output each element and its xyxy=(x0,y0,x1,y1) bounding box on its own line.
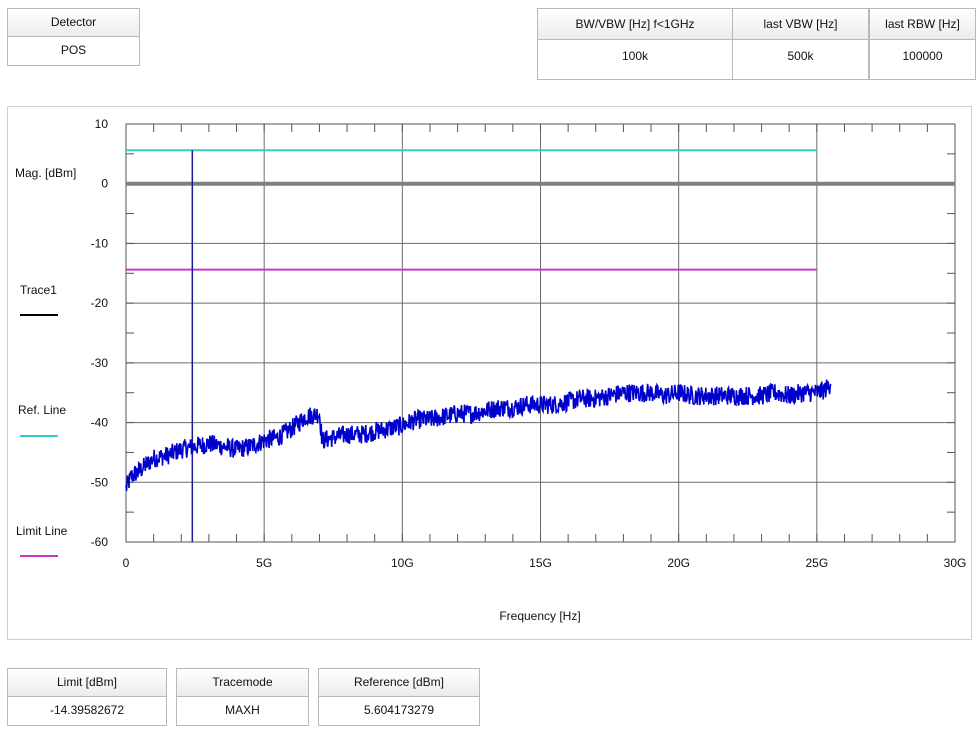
x-tick-label: 20G xyxy=(667,556,690,570)
x-tick-label: 30G xyxy=(944,556,967,570)
bw-vbw-value: 100k xyxy=(621,49,649,63)
axis-labels-layer: Mag. [dBm] Frequency [Hz] xyxy=(15,166,581,623)
legend: Trace1 Ref. Line Limit Line xyxy=(16,283,68,557)
y-tick-label: 0 xyxy=(101,177,108,191)
y-tick-label: -40 xyxy=(91,416,109,430)
last-rbw-panel: last RBW [Hz] 100000 xyxy=(869,8,976,80)
chart-frame: 0 5G 10G 15G 20G 25G 30G 10 0 -10 -20 -30 -40 -50 -60 … xyxy=(7,106,972,640)
tracemode-panel: Tracemode MAXH xyxy=(176,668,309,726)
spectrum-chart: 0 5G 10G 15G 20G 25G 30G100-10-20-30-40-50-60 … xyxy=(15,117,967,623)
y-tick-label: -10 xyxy=(91,236,109,250)
ticks-layer: 0 5G 10G 15G 20G 25G 30G 10 0 -10 -20 -30 -40 -50 -60 xyxy=(91,117,967,570)
limit-label: Limit [dBm] xyxy=(8,669,166,697)
y-tick-label: -50 xyxy=(91,475,109,489)
y-tick-label: -60 xyxy=(91,535,109,549)
last-rbw-value: 100000 xyxy=(902,49,943,63)
y-tick-label: 10 xyxy=(95,117,109,131)
y-tick-label: -30 xyxy=(91,356,109,370)
reference-panel: Reference [dBm] 5.604173279 xyxy=(318,668,480,726)
x-tick-label: 15G xyxy=(529,556,552,570)
limit-panel: Limit [dBm] -14.39582672 xyxy=(7,668,167,726)
legend-ref-line-label: Ref. Line xyxy=(18,403,66,417)
last-vbw-label: last VBW [Hz] xyxy=(733,9,868,40)
last-vbw-panel: last VBW [Hz] 500k xyxy=(732,8,869,80)
reference-lines-layer xyxy=(126,149,955,542)
y-tick-label: -20 xyxy=(91,296,109,310)
tracemode-value: MAXH xyxy=(225,703,260,717)
trace1-series xyxy=(125,379,832,491)
x-tick-label: 0 xyxy=(123,556,130,570)
series-layer xyxy=(125,379,832,491)
legend-limit-line-label: Limit Line xyxy=(16,524,68,538)
x-tick-label: 5G xyxy=(256,556,272,570)
y-axis-label: Mag. [dBm] xyxy=(15,166,76,180)
legend-trace1-label: Trace1 xyxy=(20,283,57,297)
last-rbw-label: last RBW [Hz] xyxy=(870,9,975,40)
grid-layer xyxy=(125,123,956,543)
x-tick-label: 25G xyxy=(805,556,828,570)
last-vbw-value: 500k xyxy=(787,49,814,63)
limit-value: -14.39582672 xyxy=(49,703,125,717)
tracemode-label: Tracemode xyxy=(177,669,308,697)
bw-vbw-panel: BW/VBW [Hz] f<1GHz 100k xyxy=(537,8,733,80)
x-tick-label: 10G xyxy=(391,556,414,570)
reference-value: 5.604173279 xyxy=(363,703,435,717)
x-axis-label: Frequency [Hz] xyxy=(499,609,580,623)
reference-label: Reference [dBm] xyxy=(319,669,479,697)
detector-label: Detector xyxy=(8,9,139,37)
detector-value: POS xyxy=(60,43,87,57)
detector-panel: Detector POS xyxy=(7,8,140,66)
bw-vbw-label: BW/VBW [Hz] f<1GHz xyxy=(538,9,732,40)
